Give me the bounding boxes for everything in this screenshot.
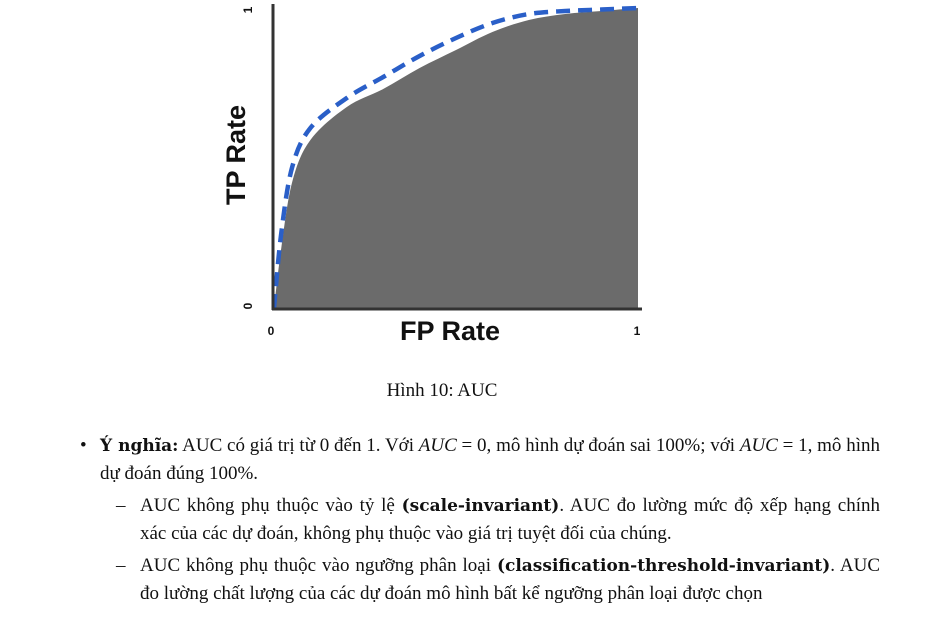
figure-caption: Hình 10: AUC xyxy=(386,380,498,401)
sub-item-threshold: – AUC không phụ thuộc vào ngưỡng phân lo… xyxy=(80,552,880,608)
sub-text-pre: AUC không phụ thuộc vào tỷ lệ xyxy=(140,495,402,516)
bullet-dot: • xyxy=(80,435,87,456)
math-auc-2: AUC xyxy=(739,435,778,456)
sub-text-bold: (scale-invariant) xyxy=(401,496,560,516)
roc-curve-dashed xyxy=(271,5,639,309)
y-tick-top: 1 xyxy=(241,6,255,13)
auc-area xyxy=(274,8,638,308)
roc-chart: 1 0 0 1 TP Rate FP Rate xyxy=(221,4,642,346)
sub-dash: – xyxy=(116,555,126,576)
x-axis-title: FP Rate xyxy=(400,316,500,346)
sub-text-bold: (classification-threshold-invariant) xyxy=(496,556,831,576)
sub-item-scale: – AUC không phụ thuộc vào tỷ lệ (scale-i… xyxy=(80,492,880,548)
bullet-text-1: AUC có giá trị từ 0 đến 1. Với xyxy=(178,435,419,456)
bullet-item: • Ý nghĩa: AUC có giá trị từ 0 đến 1. Vớ… xyxy=(80,432,880,488)
x-tick-left: 0 xyxy=(268,324,275,338)
bullet-text-2: = 0, mô hình dự đoán sai 100%; với xyxy=(456,435,740,456)
roc-figure: 1 0 0 1 TP Rate FP Rate xyxy=(221,4,642,346)
sub-text-post: . AUC đo lường chất lượng của các dự đoá… xyxy=(140,555,880,604)
body-text: • Ý nghĩa: AUC có giá trị từ 0 đến 1. Vớ… xyxy=(80,432,880,608)
bullet-term: Ý nghĩa: xyxy=(100,436,179,456)
bullet-text-3: = 1, mô hình dự đoán đúng 100%. xyxy=(100,435,880,484)
y-axis-title: TP Rate xyxy=(221,105,251,205)
math-auc-1: AUC xyxy=(418,435,457,456)
sub-text-pre: AUC không phụ thuộc vào ngưỡng phân loại xyxy=(140,555,497,576)
x-tick-right: 1 xyxy=(634,324,641,338)
sub-text-post: . AUC đo lường mức độ xếp hạng chính xác… xyxy=(140,495,880,544)
sub-dash: – xyxy=(116,495,126,516)
y-tick-bottom: 0 xyxy=(241,302,255,309)
